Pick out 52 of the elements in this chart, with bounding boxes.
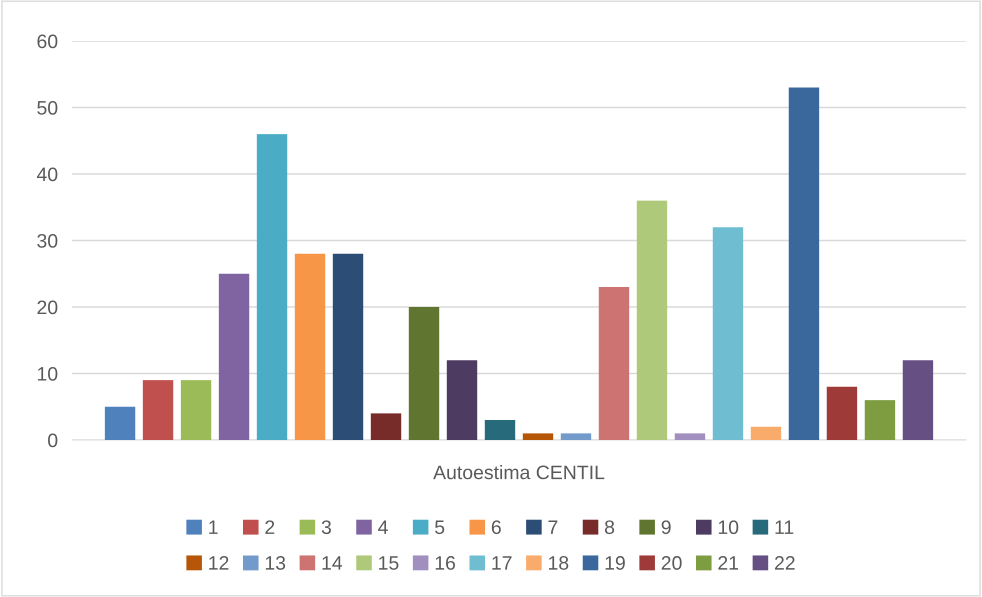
bar <box>218 274 250 440</box>
legend-label: 22 <box>774 556 795 570</box>
bar <box>332 254 364 440</box>
bar <box>750 426 782 440</box>
legend-label: 1 <box>209 520 218 534</box>
bar <box>484 420 516 440</box>
legend-label: 3 <box>322 520 331 534</box>
legend-label: 5 <box>435 520 444 534</box>
legend-label: 19 <box>606 556 625 570</box>
legend-label: 4 <box>378 520 388 534</box>
bar <box>826 386 858 440</box>
y-tick-label: 50 <box>37 100 58 115</box>
legend-label: 11 <box>775 520 794 534</box>
bar <box>788 88 820 440</box>
bar <box>180 380 212 440</box>
y-tick-label: 60 <box>37 34 58 48</box>
bar <box>712 227 744 440</box>
bar <box>636 200 668 440</box>
bar <box>294 254 326 440</box>
y-tick-label: 40 <box>36 167 58 182</box>
legend-label: 21 <box>718 556 738 570</box>
y-tick-label: 20 <box>37 300 58 314</box>
y-tick-label: 10 <box>38 366 58 381</box>
bar <box>560 433 592 440</box>
y-tick-label: 0 <box>48 433 58 448</box>
bar <box>142 380 174 440</box>
y-tick-label: 30 <box>37 234 58 248</box>
legend-label: 13 <box>266 556 286 570</box>
legend-label: 16 <box>436 556 456 570</box>
x-tick-label: Autoestima CENTIL <box>433 465 604 480</box>
bar <box>370 413 402 440</box>
bar <box>902 360 934 440</box>
bar <box>674 433 706 440</box>
legend-label: 6 <box>492 520 501 534</box>
bar <box>104 406 136 440</box>
legend-label: 12 <box>209 556 228 570</box>
legend-label: 18 <box>548 556 568 570</box>
bar <box>446 360 478 440</box>
legend-label: 9 <box>662 520 671 534</box>
legend-label: 8 <box>604 520 614 534</box>
bar <box>522 433 554 440</box>
legend-label: 10 <box>718 520 738 534</box>
legend-label: 2 <box>265 520 274 534</box>
bar <box>256 134 288 440</box>
bar <box>408 307 440 440</box>
legend-label: 17 <box>492 556 512 570</box>
legend-label: 15 <box>379 556 398 570</box>
legend-label: 7 <box>548 520 558 534</box>
bar <box>864 400 896 440</box>
legend-label: 14 <box>322 556 342 570</box>
legend-label: 20 <box>662 556 682 570</box>
bar <box>598 287 630 440</box>
